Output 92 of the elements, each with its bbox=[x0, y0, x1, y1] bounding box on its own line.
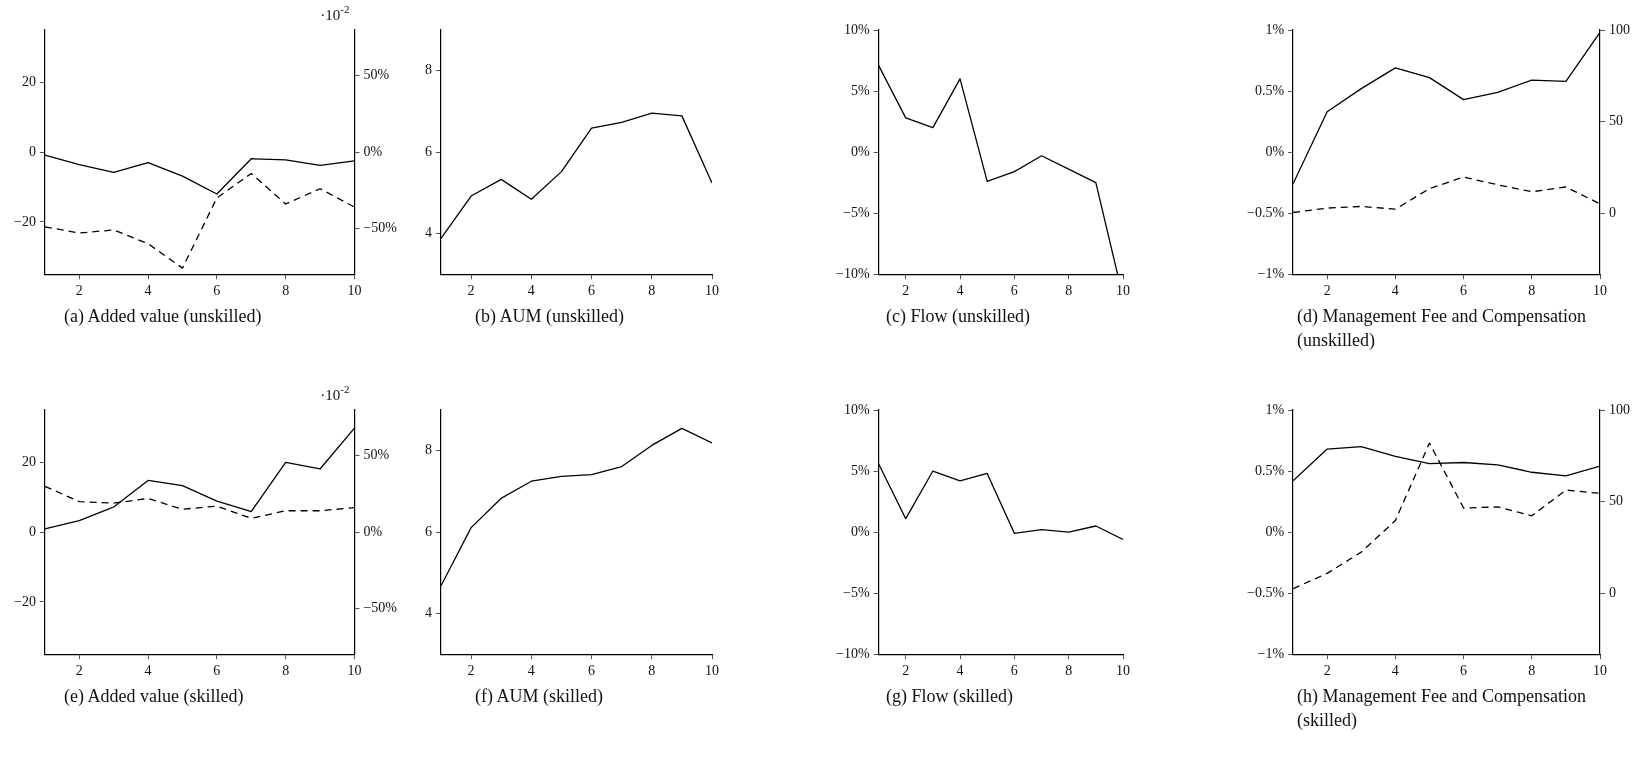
x-tick-label: 2 bbox=[1323, 283, 1331, 299]
x-tick-label: 4 bbox=[1391, 283, 1399, 299]
x-tick-label: 6 bbox=[213, 283, 221, 299]
y-tick-label: 0.5% bbox=[1254, 82, 1285, 98]
y-tick-label: 8 bbox=[425, 442, 432, 458]
x-tick-label: 6 bbox=[1460, 283, 1468, 299]
y2-tick-label: −50% bbox=[363, 600, 398, 616]
y-tick-label: 4 bbox=[425, 605, 432, 621]
x-tick-label: 8 bbox=[648, 663, 656, 679]
x-tick-label: 10 bbox=[1593, 283, 1607, 299]
y-tick-label: 10% bbox=[843, 401, 870, 417]
y-tick-label: −1% bbox=[1257, 265, 1285, 281]
y-tick-label: −20 bbox=[13, 213, 36, 229]
y-tick-label: 0% bbox=[850, 523, 870, 539]
text: (h) Management Fee and Compensation (skilled) bbox=[1297, 685, 1587, 732]
x-tick-label: 6 bbox=[588, 663, 596, 679]
y2-tick-label: 100 bbox=[1609, 401, 1630, 417]
y2-tick-label: 50 bbox=[1609, 113, 1623, 129]
x-tick-label: 10 bbox=[705, 283, 719, 299]
y-tick-label: 10% bbox=[843, 21, 870, 37]
text: (d) Management Fee and Compensation (unskilled) bbox=[1297, 305, 1587, 352]
x-tick-label: 8 bbox=[648, 283, 656, 299]
y-tick-label: 0 bbox=[28, 523, 36, 539]
y-tick-label: −1% bbox=[1257, 645, 1285, 661]
x-tick-label: 6 bbox=[588, 283, 596, 299]
y2-tick-label: 0 bbox=[1609, 585, 1616, 601]
text: (e) Added value (skilled) bbox=[64, 685, 245, 708]
y-tick-label: 1% bbox=[1265, 21, 1285, 37]
x-tick-label: 2 bbox=[75, 283, 83, 299]
x-tick-label: 8 bbox=[1065, 283, 1073, 299]
y2-tick-label: 0% bbox=[363, 143, 383, 159]
y-tick-label: −0.5% bbox=[1247, 584, 1285, 600]
x-tick-label: 8 bbox=[1528, 283, 1536, 299]
y-tick-label: −5% bbox=[843, 584, 870, 600]
x-tick-label: 4 bbox=[956, 663, 964, 679]
x-tick-label: 2 bbox=[1323, 663, 1331, 679]
y-tick-label: 6 bbox=[425, 523, 432, 539]
x-tick-label: 8 bbox=[1528, 663, 1536, 679]
x-tick-label: 6 bbox=[1010, 663, 1018, 679]
y-tick-label: 8 bbox=[425, 62, 432, 78]
y2-tick-label: 50% bbox=[363, 67, 390, 83]
x-tick-label: 6 bbox=[213, 663, 221, 679]
y-tick-label: −0.5% bbox=[1247, 204, 1285, 220]
text: (a) Added value (unskilled) bbox=[64, 305, 263, 328]
x-tick-label: 10 bbox=[347, 663, 362, 679]
text: (g) Flow (skilled) bbox=[886, 685, 1014, 708]
y-tick-label: 6 bbox=[425, 143, 432, 159]
y-tick-label: 20 bbox=[21, 74, 36, 89]
y-tick-label: 0% bbox=[850, 143, 870, 159]
x-tick-label: 2 bbox=[467, 283, 475, 299]
y-tick-label: −20 bbox=[13, 593, 36, 609]
text: (b) AUM (unskilled) bbox=[475, 305, 625, 328]
y2-tick-label: 100 bbox=[1609, 21, 1630, 37]
x-tick-label: 4 bbox=[1391, 663, 1399, 679]
y-tick-label: 0 bbox=[28, 143, 36, 159]
x-tick-label: 2 bbox=[902, 283, 910, 299]
y2-tick-label: 0% bbox=[363, 523, 383, 539]
x-tick-label: 6 bbox=[1010, 283, 1018, 299]
x-tick-label: 10 bbox=[347, 283, 362, 299]
x-tick-label: 4 bbox=[527, 283, 535, 299]
y2-tick-label: 0 bbox=[1609, 205, 1616, 221]
x-tick-label: 2 bbox=[467, 663, 475, 679]
y-tick-label: −10% bbox=[836, 645, 870, 661]
x-tick-label: 8 bbox=[282, 283, 290, 299]
y-tick-label: 0% bbox=[1265, 143, 1285, 159]
x-tick-label: 8 bbox=[1065, 663, 1073, 679]
x-tick-label: 4 bbox=[144, 663, 152, 679]
y-tick-label: 0.5% bbox=[1254, 462, 1285, 478]
x-tick-label: 10 bbox=[1593, 663, 1607, 679]
y-tick-label: 1% bbox=[1265, 401, 1285, 417]
y2-tick-label: 50% bbox=[363, 447, 390, 463]
y-tick-label: 20 bbox=[21, 454, 36, 469]
x-tick-label: 8 bbox=[282, 663, 290, 679]
y2-tick-label: −50% bbox=[363, 220, 398, 236]
y-tick-label: −10% bbox=[836, 265, 870, 281]
y-tick-label: −5% bbox=[843, 204, 870, 220]
text: (f) AUM (skilled) bbox=[475, 685, 604, 708]
x-tick-label: 4 bbox=[956, 283, 964, 299]
x-tick-label: 6 bbox=[1460, 663, 1468, 679]
y2-tick-label: 50 bbox=[1609, 493, 1623, 509]
x-tick-label: 10 bbox=[1116, 663, 1130, 679]
x-tick-label: 10 bbox=[1116, 283, 1130, 299]
x-tick-label: 4 bbox=[527, 663, 535, 679]
x-tick-label: 2 bbox=[902, 663, 910, 679]
y-tick-label: 5% bbox=[850, 82, 870, 98]
x-tick-label: 10 bbox=[705, 663, 719, 679]
y-tick-label: 0% bbox=[1265, 523, 1285, 539]
y-tick-label: 5% bbox=[850, 462, 870, 478]
x-tick-label: 2 bbox=[75, 663, 83, 679]
text: (c) Flow (unskilled) bbox=[886, 305, 1031, 328]
y-tick-label: 4 bbox=[425, 225, 432, 241]
x-tick-label: 4 bbox=[144, 283, 152, 299]
